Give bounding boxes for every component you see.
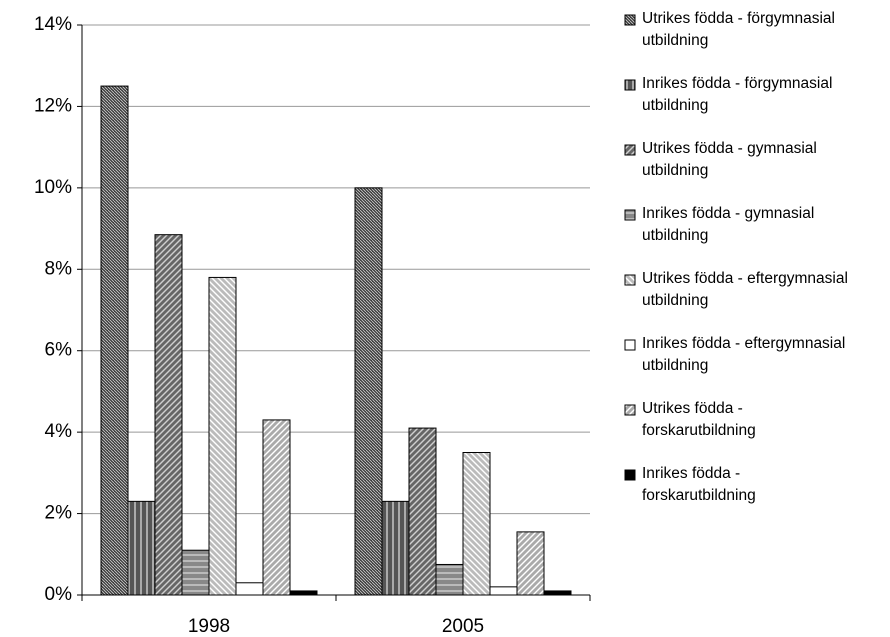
legend-swatch <box>624 79 636 91</box>
bar <box>408 427 437 596</box>
bar <box>543 590 572 596</box>
y-tick-label: 0% <box>45 584 73 605</box>
legend-label: Inrikes födda - gymnasial utbildning <box>642 205 815 244</box>
x-tick-label: 2005 <box>442 616 484 637</box>
legend-label: Inrikes födda - förgymnasial utbildning <box>642 75 833 114</box>
legend-swatch <box>624 339 636 351</box>
bar <box>462 452 491 596</box>
legend-label: Inrikes födda - eftergymnasial utbildnin… <box>642 335 846 374</box>
bar <box>181 549 210 596</box>
y-tick-label: 4% <box>45 421 73 442</box>
legend-label: Utrikes födda - forskarutbildning <box>642 400 756 439</box>
y-tick-label: 14% <box>34 14 72 35</box>
legend-swatch <box>624 274 636 286</box>
bar <box>127 500 156 596</box>
bar <box>489 586 518 596</box>
legend-label: Utrikes födda - gymnasial utbildning <box>642 140 817 179</box>
bar <box>516 531 545 596</box>
legend-swatch <box>624 209 636 221</box>
y-tick-label: 10% <box>34 177 72 198</box>
legend-swatch <box>624 469 636 481</box>
legend-label: Inrikes födda - forskarutbildning <box>642 465 756 504</box>
bar <box>235 582 264 596</box>
y-tick-label: 12% <box>34 95 72 116</box>
x-tick-label: 1998 <box>188 616 230 637</box>
bar <box>381 500 410 596</box>
y-tick-label: 2% <box>45 503 73 524</box>
legend-swatch <box>624 144 636 156</box>
y-tick-label: 6% <box>45 340 73 361</box>
bar <box>289 590 318 596</box>
legend-swatch <box>624 14 636 26</box>
bar <box>100 85 129 596</box>
bar <box>208 276 237 596</box>
legend-label: Utrikes födda - förgymnasial utbildning <box>642 10 835 49</box>
y-tick-label: 8% <box>45 258 73 279</box>
legend-label: Utrikes födda - eftergymnasial utbildnin… <box>642 270 848 309</box>
bar <box>435 563 464 596</box>
bar <box>154 234 183 596</box>
bar <box>354 187 383 596</box>
bar <box>262 419 291 596</box>
legend-swatch <box>624 404 636 416</box>
